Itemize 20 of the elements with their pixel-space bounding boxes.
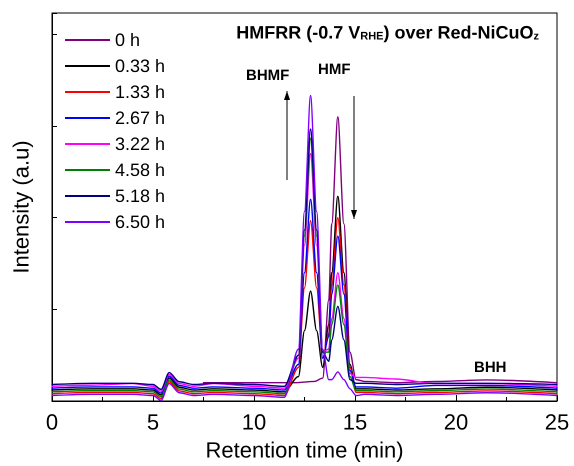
legend-label: 5.18 h <box>115 186 166 206</box>
legend-label: 1.33 h <box>115 82 166 102</box>
legend-label: 3.22 h <box>115 134 166 154</box>
x-tick-label: 15 <box>342 410 368 434</box>
x-tick-label: 20 <box>444 410 468 434</box>
x-tick-label: 25 <box>544 410 570 434</box>
chart-title: HMFRR (-0.7 VRHE) over Red-NiCuOz <box>236 22 540 42</box>
legend-label: 0 h <box>115 30 140 50</box>
text: HMF <box>318 61 350 78</box>
x-tick-label: 5 <box>146 410 160 434</box>
legend-label: 4.58 h <box>115 160 166 180</box>
y-axis-title: Intensity (a.u) <box>8 140 34 274</box>
text: BHMF <box>246 67 290 84</box>
annotation: BHH <box>474 359 506 376</box>
x-axis-title: Retention time (min) <box>205 438 404 462</box>
x-tick-label: 0 <box>46 410 58 434</box>
legend-label: 2.67 h <box>115 108 166 128</box>
legend-label: 0.33 h <box>115 56 166 76</box>
x-tick-label: 10 <box>242 410 266 434</box>
legend-label: 6.50 h <box>115 212 166 232</box>
